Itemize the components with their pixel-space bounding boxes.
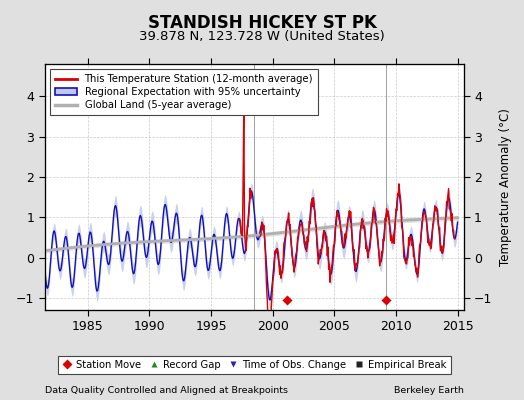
Y-axis label: Temperature Anomaly (°C): Temperature Anomaly (°C): [499, 108, 512, 266]
Text: 39.878 N, 123.728 W (United States): 39.878 N, 123.728 W (United States): [139, 30, 385, 43]
Text: Berkeley Earth: Berkeley Earth: [394, 386, 464, 395]
Text: STANDISH HICKEY ST PK: STANDISH HICKEY ST PK: [148, 14, 376, 32]
Legend: Station Move, Record Gap, Time of Obs. Change, Empirical Break: Station Move, Record Gap, Time of Obs. C…: [58, 356, 451, 374]
Text: Data Quality Controlled and Aligned at Breakpoints: Data Quality Controlled and Aligned at B…: [45, 386, 288, 395]
